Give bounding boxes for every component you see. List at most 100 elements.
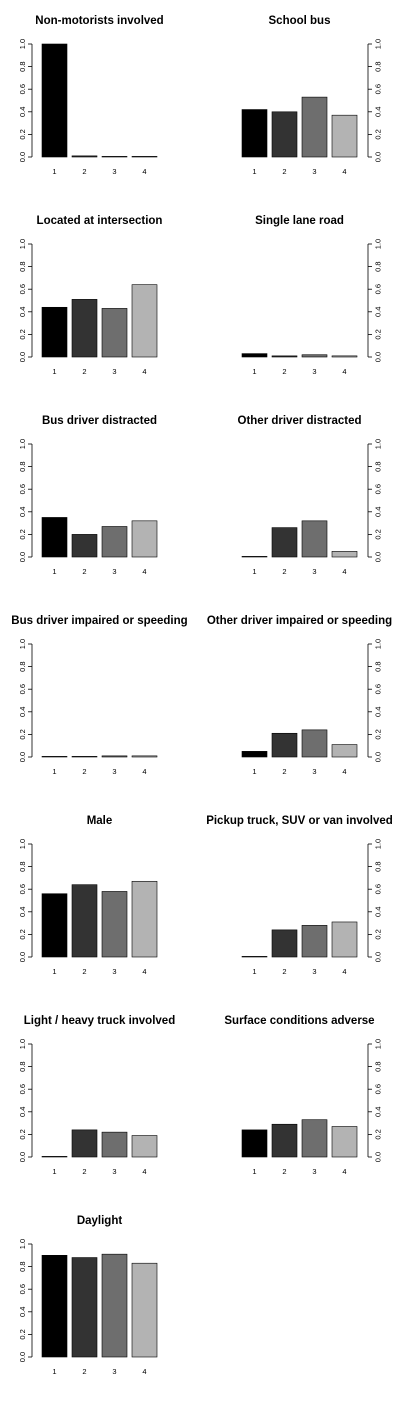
bar-chart-svg: Non-motorists involved 0.0 0.2 0.4 0.6 0.8 1.0…	[18, 15, 164, 176]
bar-1	[41, 517, 68, 558]
bar-chart-svg: Light / heavy truck involved 0.0 0.2 0.4 0.6…	[18, 1015, 175, 1176]
y-tick-label: 0.0	[18, 952, 27, 962]
bar-2	[271, 527, 298, 558]
y-tick-label: 0.0	[18, 752, 27, 762]
chart-panel: Bus driver distracted 0.0 0.2 0.4 0.6 0.8 1.0 1…	[0, 406, 200, 606]
x-category-label: 3	[112, 567, 116, 576]
y-tick-label: 0.0	[18, 352, 27, 362]
x-category-label: 4	[142, 167, 146, 176]
bar-2	[71, 299, 98, 358]
bar-1	[241, 956, 268, 958]
bar-1	[41, 1156, 68, 1158]
y-tick-label: 0.2	[18, 729, 27, 739]
bar-chart-svg: Single lane road 0.0 0.2 0.4 0.6 0.8 1.0 1 2 3 4	[241, 215, 383, 376]
bar-4	[331, 921, 358, 958]
y-tick-label: 0.8	[374, 261, 383, 271]
y-tick-label: 0.0	[374, 752, 383, 762]
chart-title: Pickup truck, SUV or van involved	[206, 815, 393, 827]
x-category-label: 4	[142, 367, 146, 376]
y-tick-label: 0.8	[374, 861, 383, 871]
chart-panel: Light / heavy truck involved 0.0 0.2 0.4 0.6…	[0, 1006, 200, 1206]
chart-title: Surface conditions adverse	[224, 1015, 374, 1027]
bar-2	[71, 1129, 98, 1158]
y-tick-label: 0.2	[18, 529, 27, 539]
y-tick-label: 0.6	[18, 1284, 27, 1294]
y-tick-label: 0.0	[374, 352, 383, 362]
y-tick-label: 0.6	[374, 284, 383, 294]
x-category-label: 2	[82, 167, 86, 176]
x-category-label: 4	[142, 1367, 146, 1376]
x-category-label: 1	[52, 367, 56, 376]
x-category-label: 4	[342, 1167, 346, 1176]
x-category-label: 1	[52, 767, 56, 776]
chart-title: Bus driver impaired or speeding	[11, 615, 187, 627]
bar-chart-svg: Daylight 0.0 0.2 0.4 0.6 0.8 1.0 1 2 3 4	[18, 1215, 158, 1376]
x-category-label: 3	[112, 767, 116, 776]
x-category-label: 2	[282, 967, 286, 976]
bar-3	[301, 925, 328, 958]
x-category-label: 4	[342, 367, 346, 376]
chart-panel: Non-motorists involved 0.0 0.2 0.4 0.6 0.8 1.0…	[0, 6, 200, 206]
bar-4	[131, 1262, 158, 1358]
y-tick-label: 0.8	[374, 1061, 383, 1071]
bar-2	[71, 534, 98, 558]
bar-chart-svg: Other driver distracted 0.0 0.2 0.4 0.6 0.8 1.…	[238, 415, 383, 576]
x-category-label: 2	[82, 767, 86, 776]
bar-1	[41, 1254, 68, 1358]
y-tick-label: 0.0	[374, 552, 383, 562]
bar-4	[331, 1126, 358, 1158]
y-tick-label: 1.0	[18, 239, 27, 249]
y-tick-label: 1.0	[374, 639, 383, 649]
y-tick-label: 0.2	[18, 329, 27, 339]
chart-panel: Other driver impaired or speeding 0.0 0.2 0…	[200, 606, 400, 806]
y-tick-label: 0.8	[18, 461, 27, 471]
y-tick-label: 0.6	[374, 684, 383, 694]
x-category-label: 3	[312, 967, 316, 976]
bar-3	[301, 1119, 328, 1158]
chart-title: Male	[87, 815, 113, 827]
x-category-label: 4	[342, 967, 346, 976]
bar-4	[331, 114, 358, 158]
bar-1	[41, 756, 68, 758]
x-category-label: 3	[112, 1167, 116, 1176]
chart-panel: Other driver distracted 0.0 0.2 0.4 0.6 0.8 1.…	[200, 406, 400, 606]
bar-chart-svg: Pickup truck, SUV or van involved 0.0 0.2 0…	[206, 815, 393, 976]
x-category-label: 3	[112, 967, 116, 976]
chart-panel: Located at intersection 0.0 0.2 0.4 0.6 0.8 1.…	[0, 206, 200, 406]
x-category-label: 1	[52, 567, 56, 576]
x-category-label: 1	[52, 167, 56, 176]
y-tick-label: 0.0	[374, 152, 383, 162]
y-tick-label: 0.2	[18, 1129, 27, 1139]
bar-2	[71, 884, 98, 958]
bar-4	[131, 1135, 158, 1158]
x-category-label: 4	[342, 567, 346, 576]
y-tick-label: 0.8	[18, 261, 27, 271]
bar-4	[131, 284, 158, 358]
bar-3	[101, 156, 128, 158]
y-tick-label: 1.0	[374, 1039, 383, 1049]
y-tick-label: 0.6	[18, 484, 27, 494]
y-tick-label: 0.4	[18, 907, 27, 917]
bar-2	[271, 355, 298, 358]
bar-1	[241, 751, 268, 758]
y-tick-label: 0.2	[18, 1329, 27, 1339]
bar-2	[271, 929, 298, 958]
y-tick-label: 0.4	[18, 307, 27, 317]
y-tick-label: 1.0	[18, 1239, 27, 1249]
y-tick-label: 1.0	[374, 39, 383, 49]
x-category-label: 3	[312, 367, 316, 376]
y-tick-label: 0.8	[18, 1261, 27, 1271]
x-category-label: 3	[312, 567, 316, 576]
bar-4	[131, 880, 158, 958]
bar-chart-svg: Located at intersection 0.0 0.2 0.4 0.6 0.8 1.…	[18, 215, 162, 376]
x-category-label: 2	[282, 767, 286, 776]
x-category-label: 2	[282, 567, 286, 576]
chart-title: Bus driver distracted	[42, 415, 157, 427]
y-tick-label: 1.0	[374, 239, 383, 249]
bar-3	[101, 308, 128, 358]
y-tick-label: 0.0	[18, 1352, 27, 1362]
x-category-label: 2	[82, 367, 86, 376]
x-category-label: 4	[142, 1167, 146, 1176]
y-tick-label: 0.4	[374, 907, 383, 917]
